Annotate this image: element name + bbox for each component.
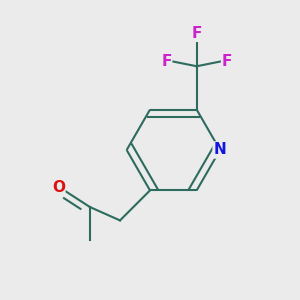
Text: F: F [161,54,172,69]
Text: F: F [222,54,232,69]
Text: N: N [214,142,226,158]
Text: F: F [191,26,202,41]
Text: O: O [52,180,65,195]
